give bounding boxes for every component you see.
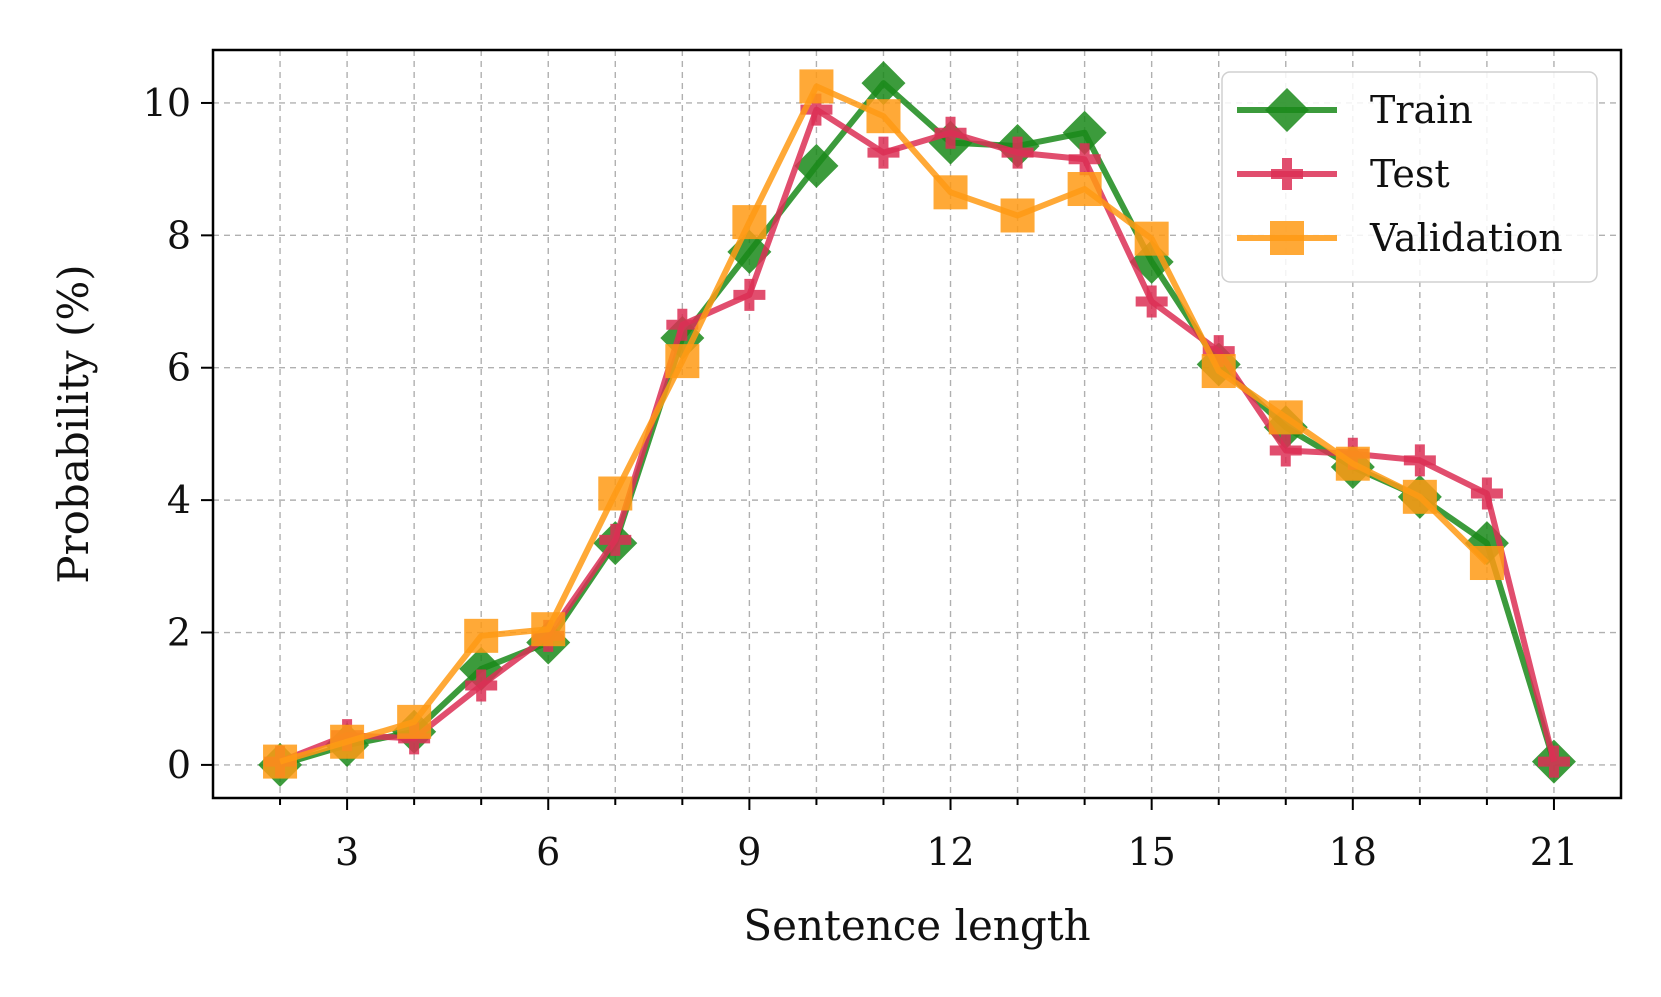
x-tick-label: 12 xyxy=(926,830,974,874)
y-tick-label: 0 xyxy=(167,743,191,787)
marker-plus xyxy=(1135,285,1168,318)
y-tick-label: 8 xyxy=(167,213,191,257)
marker-plus xyxy=(599,523,632,556)
plot-frame xyxy=(211,48,1623,800)
marker-square xyxy=(732,205,767,240)
marker-plus xyxy=(1470,477,1503,510)
marker-square xyxy=(1134,221,1169,256)
marker-square xyxy=(799,69,834,104)
series-layer xyxy=(258,61,1576,787)
marker-square xyxy=(1201,354,1236,389)
x-tick-label: 18 xyxy=(1329,830,1377,874)
marker-plus xyxy=(934,116,967,149)
marker-square xyxy=(1000,198,1035,233)
legend-label: Train xyxy=(1370,88,1473,132)
x-tick-label: 6 xyxy=(536,830,560,874)
marker-square xyxy=(1402,479,1437,514)
marker-square xyxy=(330,724,365,759)
marker-square xyxy=(1335,446,1370,481)
marker-diamond xyxy=(794,143,839,188)
marker-diamond xyxy=(1062,110,1107,155)
marker-square xyxy=(598,476,633,511)
marker-plus xyxy=(1001,136,1034,169)
marker-square xyxy=(933,175,968,210)
legend: Train Test Validation xyxy=(1221,71,1598,283)
series-validation xyxy=(263,69,1504,779)
marker-plus xyxy=(1068,143,1101,176)
marker-square xyxy=(1268,400,1303,435)
x-tick-label: 9 xyxy=(737,830,761,874)
marker-square xyxy=(397,704,432,739)
legend-box xyxy=(1221,71,1598,283)
marker-diamond xyxy=(1265,88,1309,132)
marker-square xyxy=(531,612,566,647)
legend-label: Test xyxy=(1370,152,1450,196)
marker-plus xyxy=(1269,434,1302,467)
marker-plus xyxy=(666,308,699,341)
x-tick-label: 21 xyxy=(1530,830,1578,874)
y-tick-label: 6 xyxy=(167,346,191,390)
marker-square xyxy=(1067,172,1102,207)
marker-plus xyxy=(1403,444,1436,477)
marker-plus xyxy=(1537,745,1570,778)
marker-square xyxy=(1469,546,1504,581)
marker-square xyxy=(464,618,499,653)
y-tick-label: 10 xyxy=(143,81,191,125)
marker-plus xyxy=(1271,158,1303,190)
marker-square xyxy=(263,744,298,779)
y-tick-label: 4 xyxy=(167,478,191,522)
x-axis-label: Sentence length xyxy=(743,901,1090,950)
marker-square xyxy=(665,344,700,379)
legend-label: Validation xyxy=(1369,216,1563,260)
marker-square xyxy=(1270,221,1304,255)
y-tick-label: 2 xyxy=(167,611,191,655)
ticks: 3 6 9 12 15 18 21 0 2 4 6 8 10 xyxy=(143,81,1578,874)
marker-plus xyxy=(733,278,766,311)
marker-square xyxy=(866,99,901,134)
x-tick-label: 3 xyxy=(335,830,359,874)
marker-plus xyxy=(465,669,498,702)
y-axis-label: Probability (%) xyxy=(49,264,98,583)
marker-plus xyxy=(867,136,900,169)
x-tick-label: 15 xyxy=(1127,830,1175,874)
marker-diamond xyxy=(861,61,906,106)
